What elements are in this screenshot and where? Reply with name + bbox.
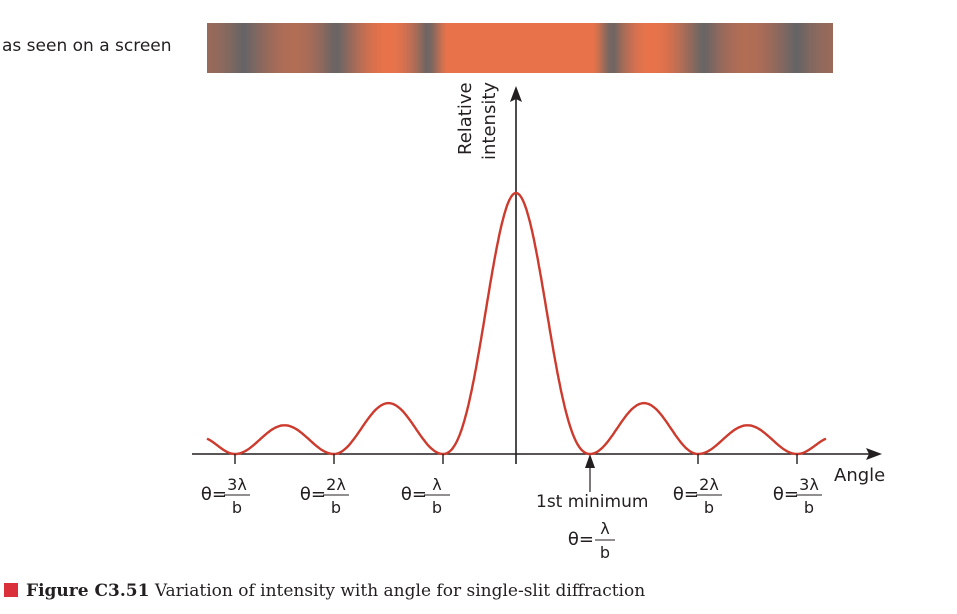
first-min-denominator: b: [600, 543, 610, 562]
theta-prefix: θ=: [401, 484, 427, 505]
figure-id: Figure C3.51: [26, 581, 150, 601]
tick-numerator: 3λ: [227, 475, 247, 494]
figure-caption: Figure C3.51 Variation of intensity with…: [4, 581, 645, 601]
x-axis-arrow: [866, 448, 882, 460]
intensity-curve: [206, 191, 827, 456]
tick-denominator: b: [331, 498, 341, 517]
theta-prefix: θ=: [568, 529, 594, 550]
theta-prefix: θ=: [773, 484, 799, 505]
tick-denominator: b: [432, 498, 442, 517]
x-axis-label: Angle: [834, 465, 885, 486]
theta-prefix: θ=: [673, 484, 699, 505]
tick-numerator: 2λ: [699, 475, 719, 494]
diffraction-pattern-band: [207, 23, 833, 73]
first-min-numerator: λ: [600, 519, 609, 538]
screen-label: as seen on a screen: [2, 36, 172, 56]
chart-axes: [192, 86, 882, 464]
caption-marker: [4, 583, 18, 597]
tick-numerator: 3λ: [799, 475, 819, 494]
y-axis-arrow: [510, 86, 522, 102]
tick-denominator: b: [704, 498, 714, 517]
tick-denominator: b: [232, 498, 242, 517]
tick-label-theta: θ= λb: [401, 475, 450, 517]
tick-label-theta: θ= 2λ b: [300, 475, 349, 517]
first-minimum-label: 1st minimum: [536, 492, 648, 512]
tick-label-theta: θ= 3λ b: [201, 475, 250, 517]
first-minimum-formula: θ= λb: [568, 519, 615, 562]
tick-numerator: λ: [432, 475, 441, 494]
y-axis-label-line1: Relative: [455, 82, 476, 155]
tick-label-theta: θ= 2λ b: [673, 475, 722, 517]
caption-text: Variation of intensity with angle for si…: [154, 581, 646, 601]
theta-prefix: θ=: [201, 484, 227, 505]
tick-label-theta: θ= 3λ b: [773, 475, 822, 517]
first-minimum-arrowhead: [585, 454, 595, 468]
theta-prefix: θ=: [300, 484, 326, 505]
band-fill: [207, 23, 833, 73]
tick-denominator: b: [804, 498, 814, 517]
tick-numerator: 2λ: [326, 475, 346, 494]
y-axis-label-line2: intensity: [479, 82, 500, 160]
